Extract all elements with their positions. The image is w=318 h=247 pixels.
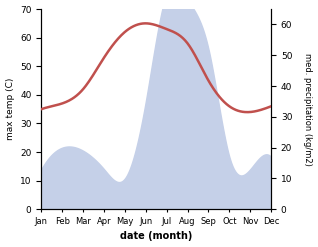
Y-axis label: med. precipitation (kg/m2): med. precipitation (kg/m2) bbox=[303, 53, 313, 165]
X-axis label: date (month): date (month) bbox=[120, 231, 192, 242]
Y-axis label: max temp (C): max temp (C) bbox=[5, 78, 15, 140]
